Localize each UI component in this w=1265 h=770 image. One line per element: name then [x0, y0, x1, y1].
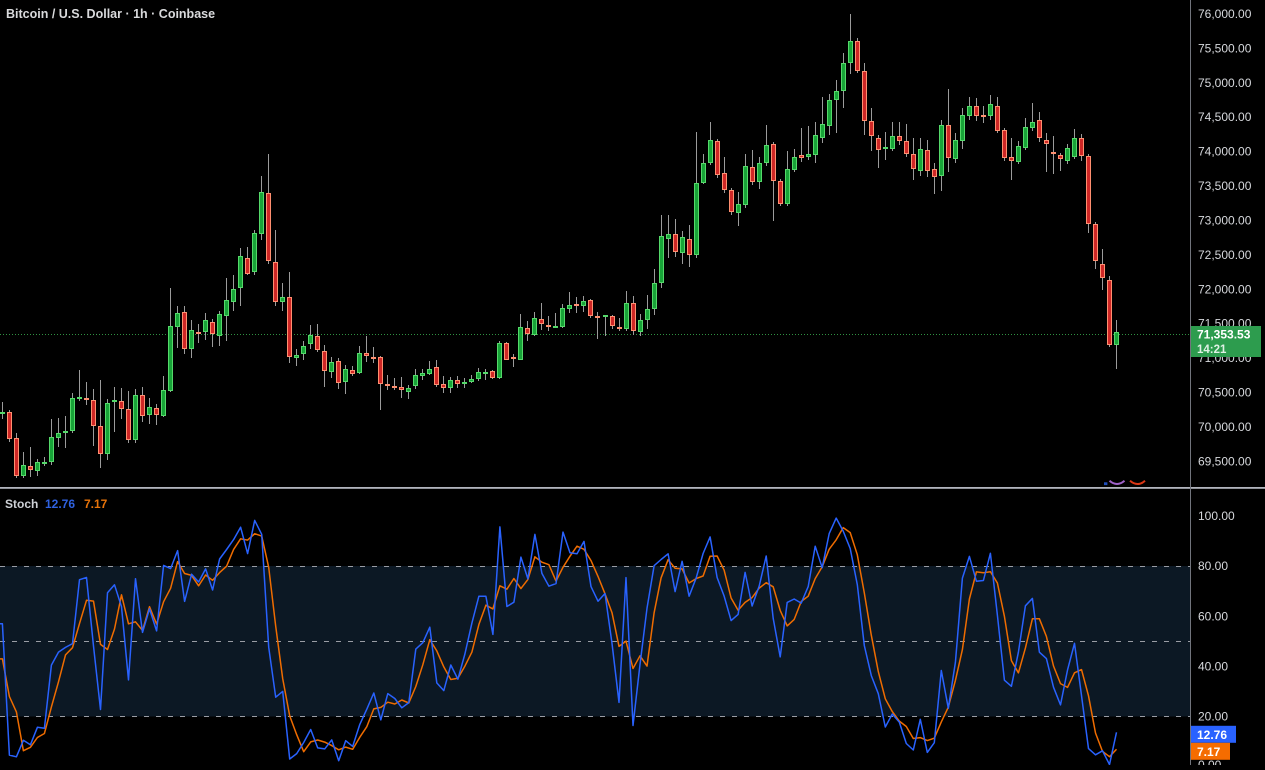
svg-text:72,500.00: 72,500.00 — [1198, 248, 1252, 262]
svg-text:74,000.00: 74,000.00 — [1198, 145, 1252, 159]
svg-text:72,000.00: 72,000.00 — [1198, 282, 1252, 296]
svg-text:12.76: 12.76 — [1197, 728, 1227, 742]
svg-text:7.17: 7.17 — [84, 497, 108, 511]
svg-text:Bitcoin / U.S. Dollar · 1h · C: Bitcoin / U.S. Dollar · 1h · Coinbase — [6, 7, 215, 21]
svg-text:14:21: 14:21 — [1197, 344, 1227, 356]
svg-text:73,000.00: 73,000.00 — [1198, 214, 1252, 228]
svg-text:70,000.00: 70,000.00 — [1198, 420, 1252, 434]
svg-text:69,500.00: 69,500.00 — [1198, 454, 1252, 468]
svg-text:76,000.00: 76,000.00 — [1198, 7, 1252, 21]
svg-text:Stoch: Stoch — [5, 497, 38, 511]
svg-text:20.00: 20.00 — [1198, 710, 1228, 724]
svg-text:12.76: 12.76 — [45, 497, 75, 511]
svg-text:70,500.00: 70,500.00 — [1198, 386, 1252, 400]
svg-text:100.00: 100.00 — [1198, 509, 1235, 523]
svg-text:60.00: 60.00 — [1198, 609, 1228, 623]
svg-text:74,500.00: 74,500.00 — [1198, 110, 1252, 124]
svg-text:71,353.53: 71,353.53 — [1197, 328, 1251, 342]
svg-text:0.00: 0.00 — [1198, 758, 1222, 765]
svg-text:80.00: 80.00 — [1198, 559, 1228, 573]
svg-text:7.17: 7.17 — [1197, 745, 1221, 759]
svg-text:40.00: 40.00 — [1198, 659, 1228, 673]
svg-text:75,000.00: 75,000.00 — [1198, 76, 1252, 90]
svg-text:73,500.00: 73,500.00 — [1198, 179, 1252, 193]
svg-text:75,500.00: 75,500.00 — [1198, 41, 1252, 55]
